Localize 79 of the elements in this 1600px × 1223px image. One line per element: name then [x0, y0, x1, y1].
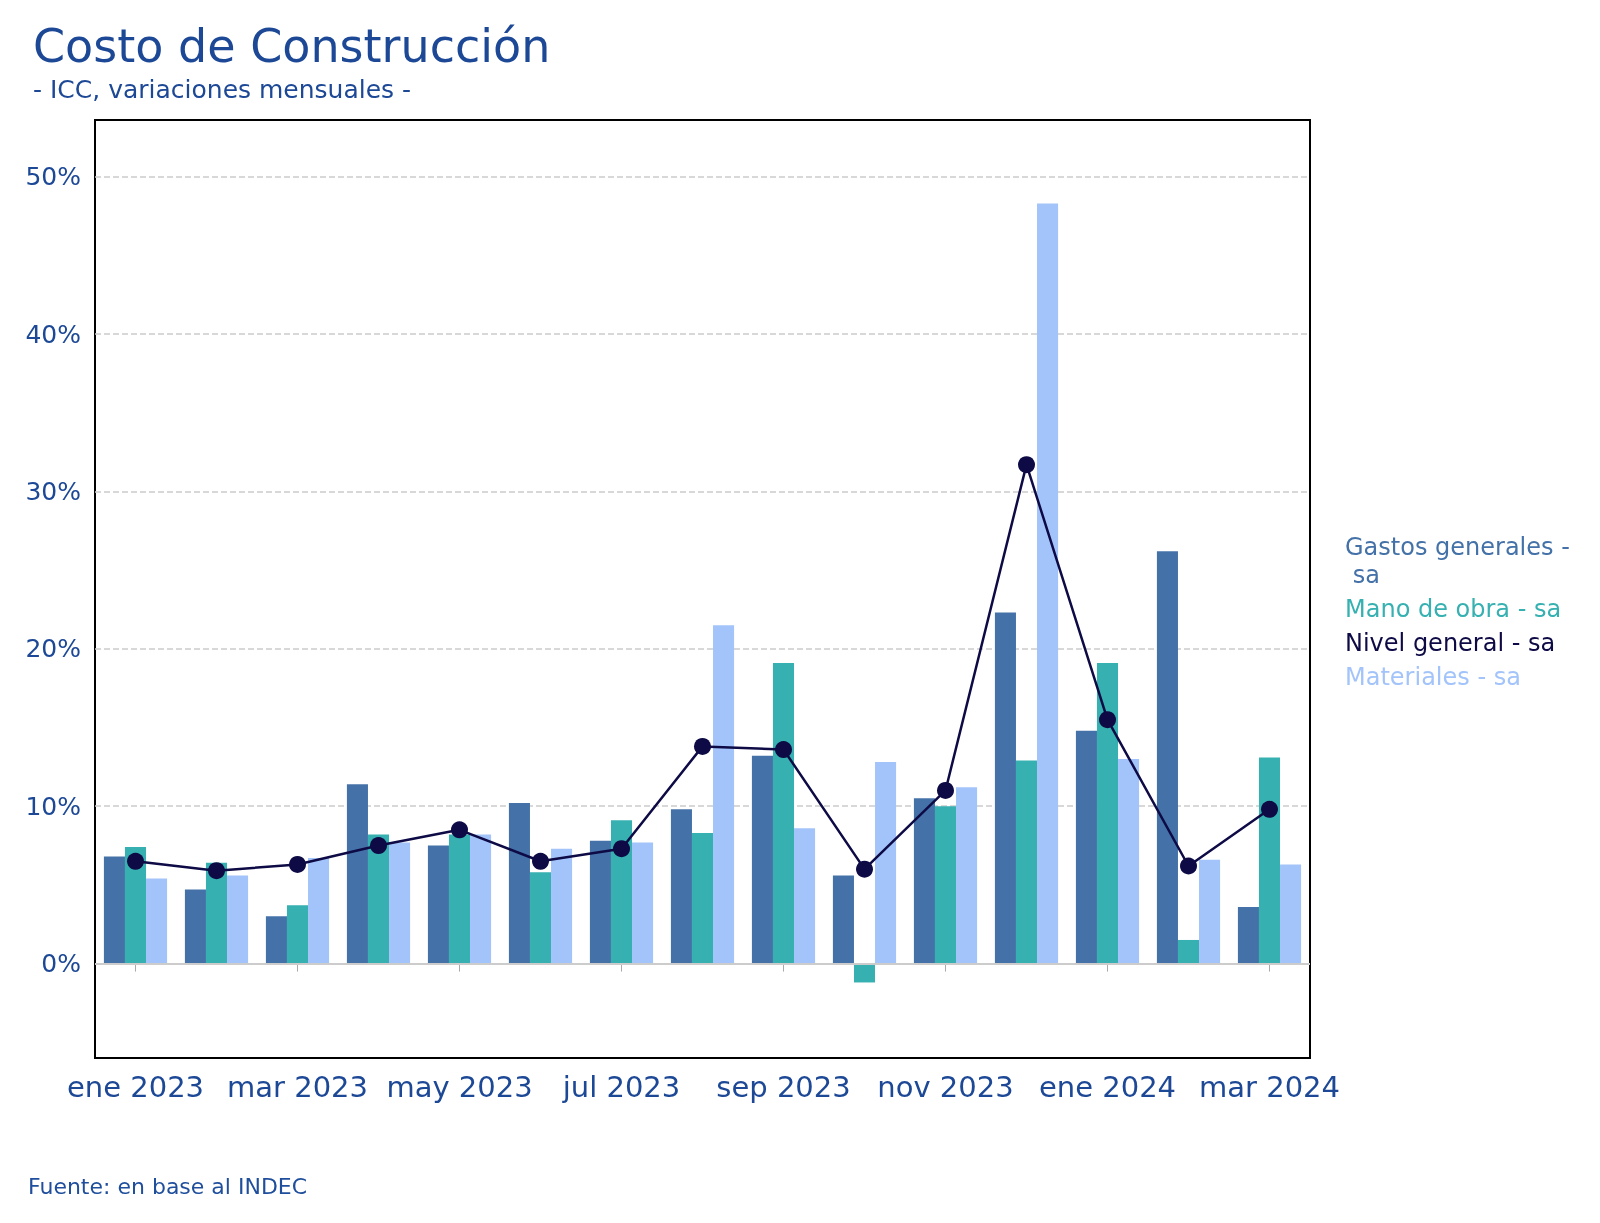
point — [856, 860, 873, 878]
x-tick-label: ene 2023 — [66, 1069, 205, 1104]
x-tick-label: jul 2023 — [561, 1069, 681, 1104]
bar — [853, 963, 876, 983]
bar — [367, 834, 390, 964]
y-tick-label: 30% — [25, 476, 81, 506]
x-tick-label: nov 2023 — [877, 1069, 1014, 1104]
bar — [875, 762, 897, 964]
source-note: Fuente: en base al INDEC — [28, 1173, 308, 1199]
bar — [265, 916, 287, 964]
bar — [1280, 864, 1302, 964]
bar — [227, 875, 249, 964]
bar — [470, 834, 492, 964]
text: Mano de obra - sa — [1345, 594, 1562, 623]
point — [370, 837, 387, 855]
bar — [1096, 662, 1119, 964]
bar — [913, 798, 935, 964]
y-tick-label: 40% — [25, 319, 81, 349]
point — [1099, 711, 1116, 729]
bar — [1177, 939, 1200, 964]
point — [1018, 456, 1035, 474]
bar — [184, 889, 206, 964]
bar — [670, 809, 692, 964]
point — [1261, 800, 1278, 818]
bar — [1037, 203, 1059, 964]
bar — [1237, 906, 1259, 964]
point — [937, 781, 954, 799]
bar — [448, 834, 471, 964]
point — [775, 741, 792, 759]
bar — [146, 878, 168, 964]
point — [532, 852, 549, 870]
bar — [103, 856, 125, 964]
bar — [1118, 758, 1140, 964]
bar — [772, 662, 795, 964]
point — [289, 855, 306, 873]
x-tick-label: ene 2024 — [1038, 1069, 1177, 1104]
chart-title: Costo de Construcción — [33, 19, 551, 73]
bar — [794, 828, 816, 964]
bar — [934, 806, 957, 964]
chart-subtitle: - ICC, variaciones mensuales - — [33, 75, 412, 104]
text: Materiales - sa — [1345, 662, 1521, 691]
x-tick-label: mar 2024 — [1199, 1069, 1340, 1104]
bar — [346, 784, 368, 964]
bar — [308, 858, 330, 964]
bar — [994, 612, 1016, 964]
bar — [1258, 757, 1281, 964]
point — [451, 821, 468, 839]
text: Nivel general - sa — [1345, 628, 1556, 657]
bar — [751, 755, 773, 964]
x-tick-label: sep 2023 — [716, 1069, 851, 1104]
bar — [551, 848, 573, 964]
y-tick-label: 10% — [25, 791, 81, 821]
bar — [1075, 730, 1097, 964]
point — [1180, 857, 1197, 875]
bar — [956, 787, 978, 964]
point — [127, 852, 144, 870]
bar — [427, 845, 449, 964]
bar — [610, 820, 633, 964]
bar — [589, 840, 611, 964]
y-tick-label: 0% — [41, 949, 81, 979]
y-tick-label: 20% — [25, 634, 81, 664]
bar — [1199, 859, 1221, 964]
bar — [713, 625, 735, 964]
bar — [632, 842, 654, 964]
text: Gastos generales - sa — [1345, 532, 1570, 589]
x-tick-label: mar 2023 — [227, 1069, 368, 1104]
bar — [508, 803, 530, 964]
x-tick-label: may 2023 — [386, 1069, 533, 1104]
bar — [832, 875, 854, 964]
bar — [286, 905, 309, 964]
y-tick-label: 50% — [25, 162, 81, 192]
point — [613, 840, 630, 858]
bar — [389, 842, 411, 964]
point — [208, 862, 225, 880]
bar — [529, 872, 552, 964]
bar — [1156, 551, 1178, 964]
bar — [691, 832, 714, 964]
point — [694, 737, 711, 755]
bar — [1015, 760, 1038, 964]
